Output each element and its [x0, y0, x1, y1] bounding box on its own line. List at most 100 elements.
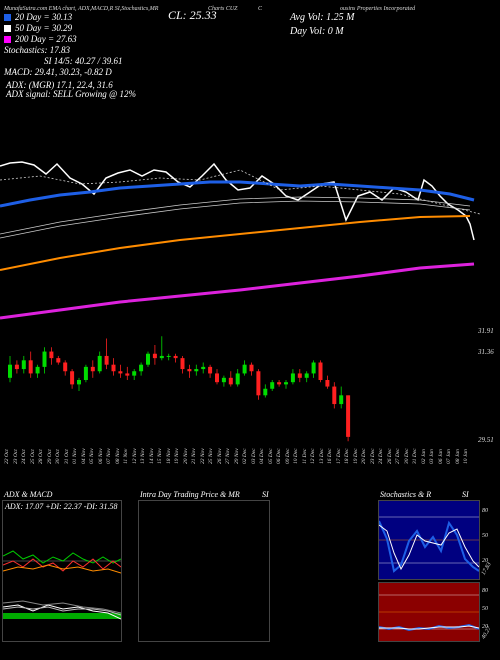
candle-body [35, 366, 40, 374]
date-label: 12 Dec [310, 448, 316, 464]
candle-body [304, 373, 309, 378]
candle-body [49, 351, 54, 359]
candle-body [311, 362, 316, 374]
ema20-line [0, 180, 475, 208]
candle-body [70, 371, 75, 385]
candle-body [77, 380, 81, 385]
candle-body [221, 377, 226, 383]
stochastics-panel [378, 500, 480, 580]
date-label: 22 Nov [199, 448, 206, 464]
date-label: 06 Jan [437, 449, 444, 464]
candle-body [270, 382, 275, 389]
candle-body [42, 351, 47, 367]
date-label: 23 Oct [12, 449, 19, 464]
stochastics-svg [379, 516, 479, 573]
date-label: 04 Dec [259, 448, 265, 464]
adx-panel: ADX: 17.07 +DI: 22.37 -DI: 31.58 [2, 500, 122, 642]
candle-body [83, 366, 88, 380]
candle-body [339, 395, 344, 405]
date-label: 26 Nov [216, 448, 223, 464]
date-label: 21 Nov [191, 448, 197, 464]
candle-body [208, 366, 213, 374]
adx-line: ADX: (MGR) 17.1, 22.4, 31.6 [6, 80, 113, 90]
ema200-legend-row: 200 Day = 27.63 [4, 34, 123, 45]
date-label: 19 Dec [352, 448, 359, 464]
candle-body [346, 395, 351, 437]
rsi-panel [378, 582, 480, 642]
adx-signal: ADX signal: SELL Growing @ 12% [6, 89, 137, 99]
candle-body [104, 355, 109, 365]
candle-body [63, 362, 68, 372]
date-label: 17 Dec [335, 448, 342, 464]
date-label: 08 Jan [454, 449, 461, 464]
y-axis-label-2: 31.36 [478, 348, 494, 356]
date-label: 24 Dec [378, 448, 384, 464]
rsi-svg [379, 594, 479, 632]
date-label: 03 Jan [429, 449, 435, 464]
rsi-tick-20: 20 [482, 624, 488, 630]
ema20-swatch [4, 14, 11, 21]
adx-macd-title: ADX & MACD [4, 490, 53, 499]
dotted-line [0, 169, 481, 215]
ema50-thin-line-2 [0, 200, 471, 239]
macd-value: MACD: 29.41, 30.23, -0.82 D [4, 67, 112, 77]
macd-line [3, 604, 121, 620]
candle-body [97, 355, 102, 372]
minus-di-line [3, 558, 121, 572]
candle-body [139, 364, 144, 372]
rsi-signal-line [379, 625, 479, 630]
date-label: 11 Nov [123, 448, 129, 464]
day-volume: Day Vol: 0 M [290, 26, 344, 37]
plus-di-line [3, 550, 121, 564]
macd-zero-band [3, 613, 121, 619]
candlestick-chart [8, 336, 351, 442]
candle-body [90, 366, 95, 372]
date-label: 10 Dec [293, 448, 299, 464]
date-label: 29 Oct [46, 449, 53, 464]
candle-body [277, 382, 282, 385]
candle-body [152, 353, 157, 359]
candle-body [56, 358, 61, 363]
date-label: 20 Nov [182, 448, 189, 464]
candle-body [215, 373, 219, 383]
candle-body [242, 364, 247, 374]
ema50-value: 50 Day = 30.29 [15, 23, 73, 33]
date-label: 31 Oct [63, 449, 70, 464]
ema20-legend-row: 20 Day = 30.13 [4, 12, 123, 23]
ema200-value: 200 Day = 27.63 [15, 34, 77, 44]
date-label: 18 Dec [344, 448, 350, 464]
candle-body [194, 369, 199, 372]
stoch-tick-50: 50 [482, 533, 488, 539]
candle-body [132, 371, 137, 376]
candle-body [235, 373, 240, 385]
rsi-tick-50: 50 [482, 606, 488, 612]
date-label: 30 Oct [55, 449, 61, 464]
date-label: 09 Dec [284, 448, 291, 464]
candle-body [201, 366, 206, 370]
date-label: 01 Nov [72, 448, 78, 464]
date-label: 02 Jan [420, 449, 427, 464]
date-label: 04 Nov [80, 448, 87, 464]
date-label: 06 Dec [276, 448, 282, 464]
company-name: ousins Properties Incorporated [340, 6, 416, 12]
ema50-thin-line-1 [0, 196, 471, 235]
date-label: 23 Dec [369, 448, 376, 464]
rsi-tick-80: 80 [482, 588, 488, 594]
ema20-value: 20 Day = 30.13 [15, 12, 73, 22]
candle-body [21, 360, 26, 370]
date-label: 08 Nov [114, 448, 121, 464]
candle-body [263, 388, 268, 396]
candle-body [159, 355, 164, 359]
date-label: 27 Nov [225, 448, 231, 464]
date-label: 15 Nov [157, 448, 163, 464]
intraday-panel [138, 500, 270, 642]
ema50-swatch [4, 25, 11, 32]
date-label: 16 Dec [327, 448, 333, 464]
stoch-tick-80: 80 [482, 508, 488, 514]
stochastics-value: Stochastics: 17.83 [4, 45, 70, 55]
date-label: 14 Nov [148, 448, 155, 464]
date-label: 18 Nov [165, 448, 172, 464]
ema-legend: 20 Day = 30.13 50 Day = 30.29 200 Day = … [4, 12, 123, 78]
magenta-line [0, 262, 475, 320]
date-label: 24 Oct [21, 449, 27, 464]
